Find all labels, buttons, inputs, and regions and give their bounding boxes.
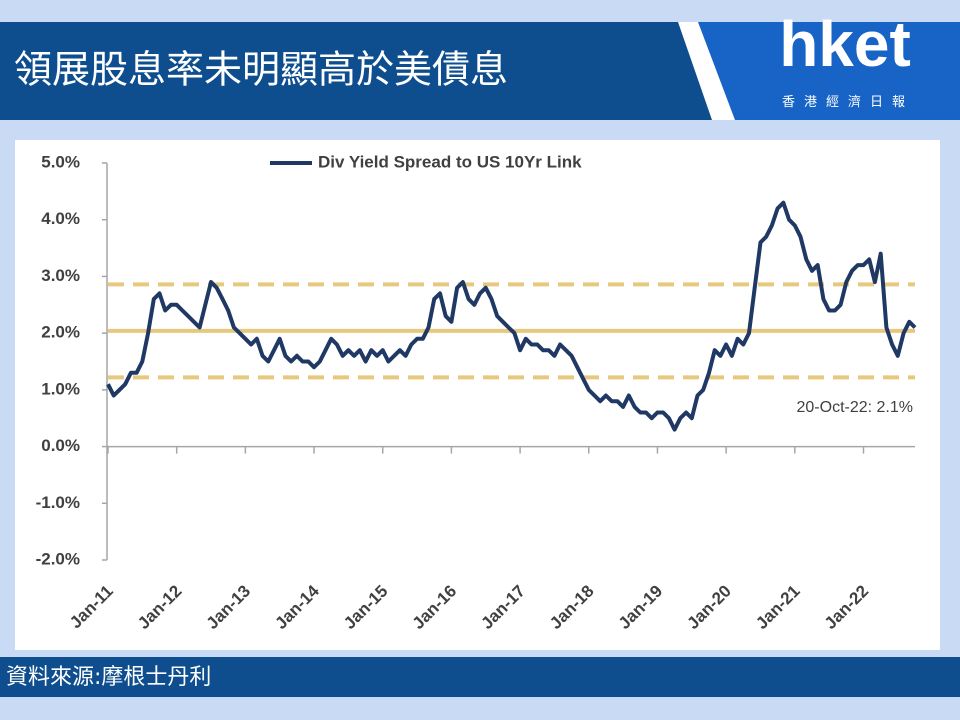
y-tick-label: 0.0% xyxy=(41,436,80,455)
source: 資料來源:摩根士丹利 xyxy=(6,665,211,690)
logo: hket xyxy=(779,8,911,80)
logo-subtitle: 香港經濟日報 xyxy=(782,94,914,110)
legend-label: Div Yield Spread to US 10Yr Link xyxy=(318,152,582,171)
logo-box xyxy=(698,22,960,120)
footer-bar xyxy=(0,657,960,697)
title: 領展股息率未明顯高於美債息 xyxy=(14,48,508,92)
data-line xyxy=(106,200,917,432)
annotation: 20-Oct-22: 2.1% xyxy=(797,399,914,416)
y-tick-label: 3.0% xyxy=(41,266,80,285)
y-tick-label: 4.0% xyxy=(41,209,80,228)
y-tick-label: 1.0% xyxy=(41,379,80,398)
y-tick-label: -2.0% xyxy=(36,549,80,568)
y-tick-label: -1.0% xyxy=(36,493,80,512)
y-tick-label: 2.0% xyxy=(41,323,80,342)
y-tick-label: 5.0% xyxy=(41,152,80,171)
title-banner xyxy=(0,22,722,120)
chart-panel xyxy=(15,140,940,650)
